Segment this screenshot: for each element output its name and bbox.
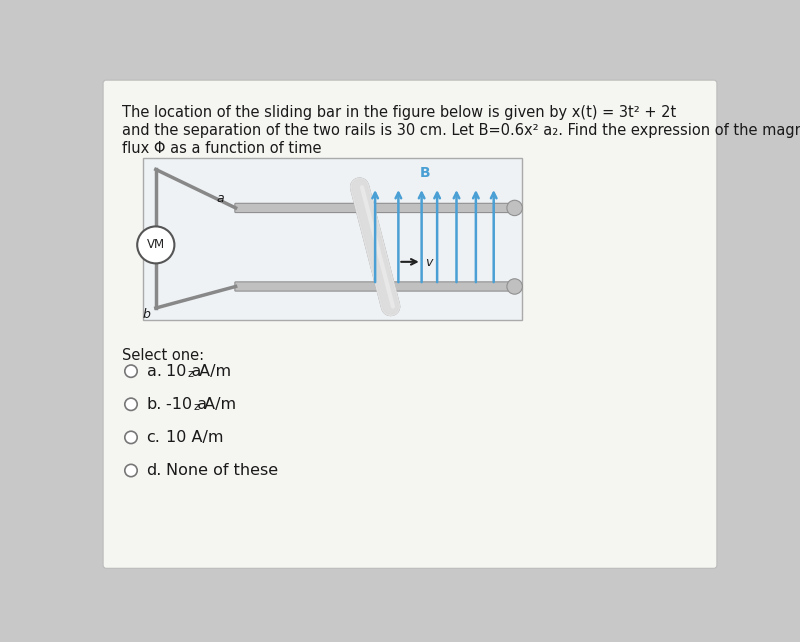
Text: z: z [187,369,194,379]
Text: -10 a: -10 a [166,397,207,412]
Text: 10 a: 10 a [166,363,202,379]
Text: a: a [216,192,224,205]
FancyBboxPatch shape [142,158,522,320]
Circle shape [125,365,138,377]
Text: b.: b. [146,397,162,412]
Text: a.: a. [146,363,162,379]
Text: c.: c. [146,430,160,445]
Circle shape [138,227,174,263]
FancyBboxPatch shape [235,204,515,213]
Text: B: B [420,166,431,180]
Text: The location of the sliding bar in the figure below is given by x(t) = 3t² + 2t: The location of the sliding bar in the f… [122,105,676,120]
Text: None of these: None of these [166,463,278,478]
Text: flux Φ as a function of time: flux Φ as a function of time [122,141,321,156]
Circle shape [125,464,138,476]
Circle shape [507,200,522,216]
Text: d.: d. [146,463,162,478]
Text: 10 A/m: 10 A/m [166,430,223,445]
Text: A/m: A/m [199,397,236,412]
Text: VM: VM [146,238,165,252]
Text: Select one:: Select one: [122,348,204,363]
Text: z: z [193,403,199,412]
Text: and the separation of the two rails is 30 cm. Let B=0.6x² a₂. Find the expressio: and the separation of the two rails is 3… [122,123,800,138]
Circle shape [125,398,138,410]
Text: v: v [425,256,432,269]
FancyBboxPatch shape [103,80,717,568]
Text: A/m: A/m [194,363,231,379]
Circle shape [507,279,522,294]
FancyBboxPatch shape [235,282,515,291]
Text: b: b [142,308,150,321]
Circle shape [125,431,138,444]
